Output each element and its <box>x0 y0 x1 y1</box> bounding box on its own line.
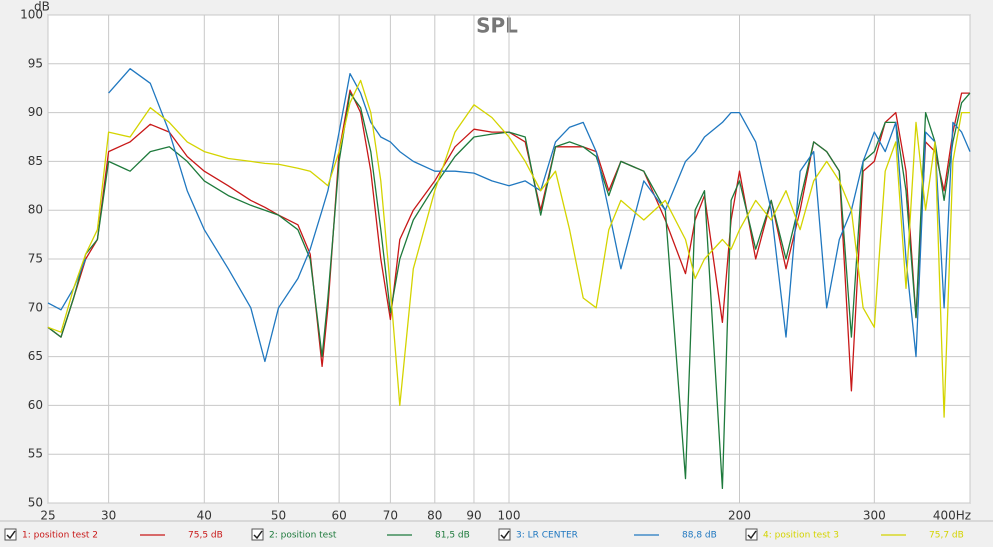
legend-check <box>6 530 16 540</box>
legend-checkbox[interactable] <box>745 528 758 541</box>
legend-name: 3: LR CENTER <box>516 531 578 541</box>
x-tick-label: 300 <box>863 509 886 523</box>
x-tick-label: 90 <box>466 509 481 523</box>
plot-lines <box>47 14 971 504</box>
y-tick-label: 65 <box>28 349 43 363</box>
x-tick-label: 400Hz <box>933 509 971 523</box>
chart-title: SPL <box>476 14 518 38</box>
y-tick-label: 70 <box>28 300 43 314</box>
x-tick-label: 70 <box>383 509 398 523</box>
y-axis-label: dB <box>34 0 50 14</box>
x-tick-label: 60 <box>331 509 346 523</box>
legend-checkbox[interactable] <box>251 528 264 541</box>
y-tick-label: 60 <box>28 398 43 412</box>
legend-level: 81,5 dB <box>435 531 470 541</box>
x-tick-label: 200 <box>728 509 751 523</box>
legend-level: 75,5 dB <box>188 531 223 541</box>
legend-name: 1: position test 2 <box>22 531 98 541</box>
x-tick-label: 30 <box>101 509 116 523</box>
y-tick-label: 50 <box>28 496 43 510</box>
legend-checkbox[interactable] <box>498 528 511 541</box>
legend-check <box>253 530 263 540</box>
y-tick-label: 100 <box>20 8 43 22</box>
legend-checkbox[interactable] <box>4 528 17 541</box>
x-tick-label: 25 <box>40 509 55 523</box>
legend: 1: position test 2 75,5 dB 2: position tes… <box>4 528 964 541</box>
legend-level: 75,7 dB <box>929 531 964 541</box>
legend-name: 2: position test <box>269 531 337 541</box>
x-tick-label: 100 <box>498 509 521 523</box>
y-tick-label: 95 <box>28 56 43 70</box>
series-line <box>47 79 970 418</box>
y-tick-label: 80 <box>28 203 43 217</box>
x-tick-label: 40 <box>197 509 212 523</box>
y-tick-label: 55 <box>28 447 43 461</box>
y-tick-label: 85 <box>28 154 43 168</box>
series-line <box>47 68 971 363</box>
y-tick-label: 90 <box>28 105 43 119</box>
legend-check <box>747 530 757 540</box>
legend-level: 88,8 dB <box>682 531 717 541</box>
y-tick-label: 75 <box>28 252 43 266</box>
x-tick-label: 80 <box>427 509 442 523</box>
legend-check <box>500 530 510 540</box>
legend-name: 4: position test 3 <box>763 531 839 541</box>
x-tick-label: 50 <box>271 509 286 523</box>
